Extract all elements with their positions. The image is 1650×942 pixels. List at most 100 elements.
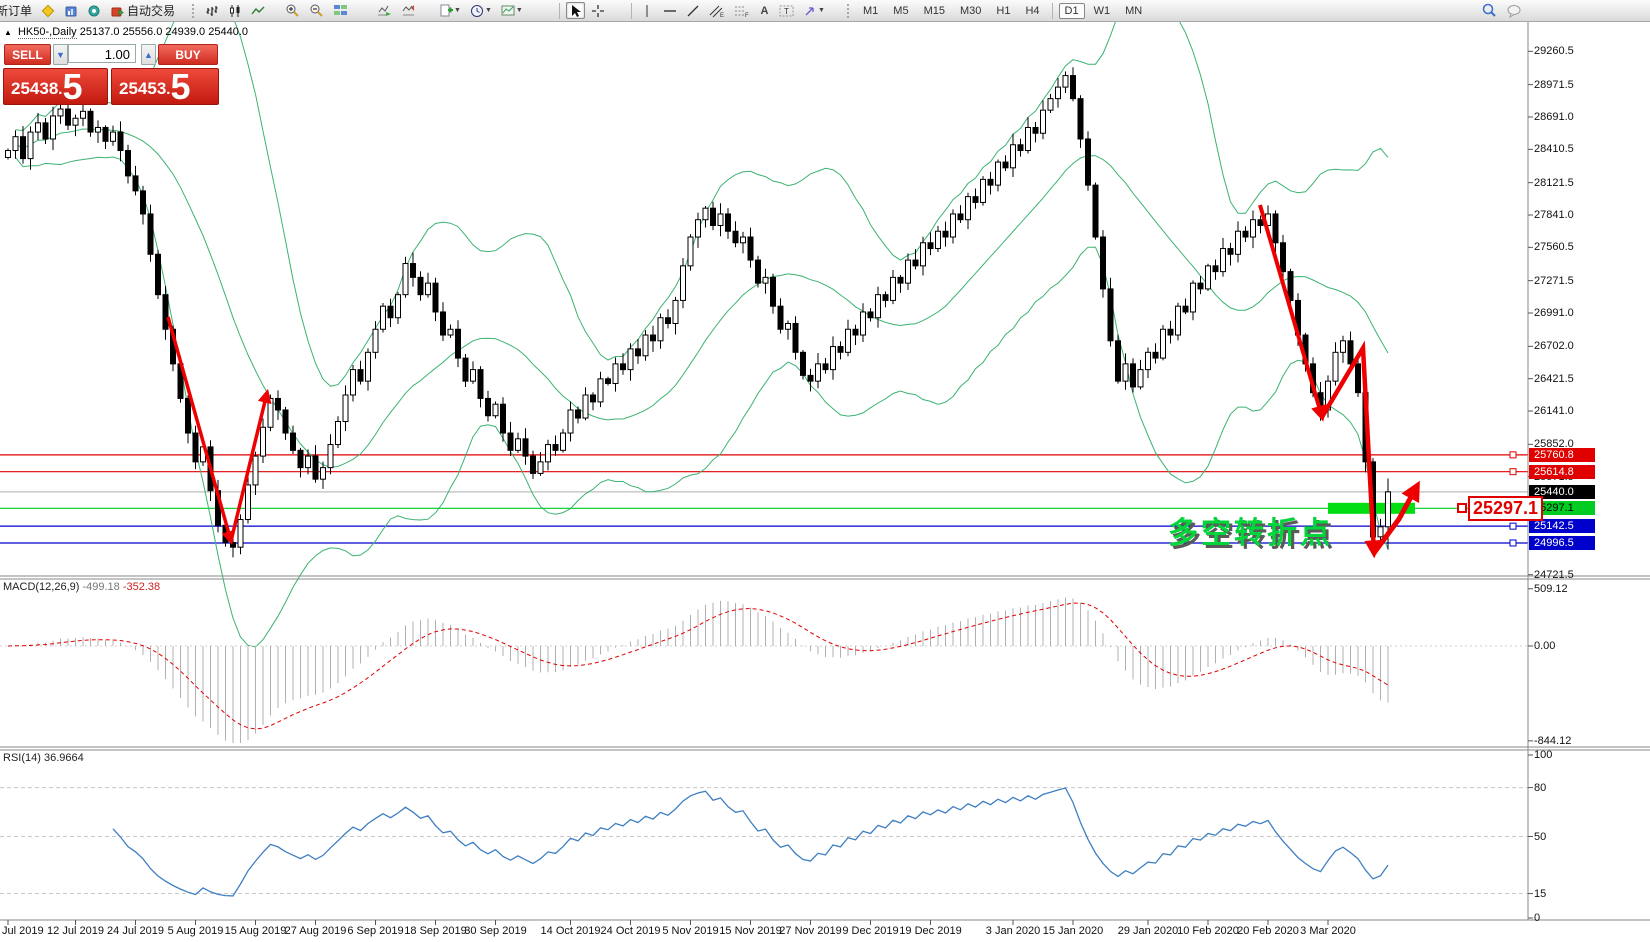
candle-body[interactable]: [162, 294, 169, 330]
candle-body[interactable]: [65, 108, 71, 126]
candle-body[interactable]: [500, 403, 506, 434]
bollinger-upper-band[interactable]: [15, 0, 1389, 387]
candle-body[interactable]: [635, 348, 641, 357]
bollinger-lower-band[interactable]: [15, 156, 1389, 648]
candle-body[interactable]: [72, 117, 79, 126]
candle-body[interactable]: [522, 438, 529, 457]
volume-increase-button[interactable]: ▲: [141, 44, 156, 65]
candle-body[interactable]: [980, 178, 986, 203]
candle-body[interactable]: [852, 328, 859, 336]
candle-body[interactable]: [395, 294, 401, 319]
candle-body[interactable]: [1062, 75, 1069, 88]
candle-body[interactable]: [785, 322, 791, 330]
candle-body[interactable]: [672, 299, 679, 324]
bollinger-middle-band[interactable]: [15, 128, 1389, 468]
candle-body[interactable]: [267, 397, 274, 428]
market-icon[interactable]: [61, 2, 81, 19]
candle-body[interactable]: [402, 263, 409, 296]
candle-body[interactable]: [1242, 230, 1249, 238]
trend-arrow[interactable]: [166, 316, 236, 546]
candle-body[interactable]: [27, 131, 34, 160]
arrows-dropdown[interactable]: ▼: [800, 2, 828, 19]
candle-body[interactable]: [80, 110, 86, 119]
candle-body[interactable]: [252, 455, 259, 486]
candle-body[interactable]: [912, 259, 919, 267]
candle-body[interactable]: [1137, 369, 1144, 388]
candle-body[interactable]: [485, 397, 491, 417]
volume-decrease-button[interactable]: ▼: [53, 44, 68, 65]
candle-body[interactable]: [687, 236, 694, 267]
candle-body[interactable]: [1355, 363, 1361, 394]
candle-body[interactable]: [1115, 340, 1121, 382]
candle-body[interactable]: [297, 449, 304, 469]
candle-body[interactable]: [882, 294, 889, 301]
buy-price-box[interactable]: 25453. 5: [111, 68, 219, 105]
candle-body[interactable]: [1100, 236, 1106, 290]
candle-body[interactable]: [290, 432, 296, 451]
candle-body[interactable]: [462, 357, 469, 382]
candle-body[interactable]: [305, 455, 311, 469]
candle-body[interactable]: [432, 282, 439, 313]
candle-body[interactable]: [425, 282, 431, 296]
candle-body[interactable]: [327, 444, 334, 469]
timeframe-button-h4[interactable]: H4: [1025, 4, 1040, 17]
candle-body[interactable]: [1227, 248, 1234, 255]
candle-body[interactable]: [237, 519, 244, 548]
candle-body[interactable]: [582, 394, 589, 419]
sell-button[interactable]: SELL: [4, 44, 51, 65]
trend-arrow[interactable]: [1320, 340, 1383, 559]
candle-body[interactable]: [260, 426, 266, 457]
candle-body[interactable]: [627, 348, 634, 371]
indicators-dropdown[interactable]: ▼: [436, 2, 464, 19]
candle-body[interactable]: [702, 207, 709, 221]
candle-body[interactable]: [95, 126, 101, 133]
candle-body[interactable]: [1017, 144, 1024, 152]
trend-arrow[interactable]: [1258, 204, 1327, 422]
candle-body[interactable]: [530, 455, 536, 474]
line-endpoint-marker[interactable]: [1509, 522, 1517, 530]
zoom-in-icon[interactable]: [282, 2, 303, 19]
toolbar-drag-handle[interactable]: [847, 3, 852, 18]
candle-body[interactable]: [372, 328, 379, 353]
candle-body[interactable]: [950, 213, 956, 238]
candlestick-chart-icon[interactable]: [225, 2, 245, 19]
candle-body[interactable]: [282, 409, 289, 434]
candle-body[interactable]: [815, 363, 821, 382]
candle-body[interactable]: [417, 276, 424, 296]
candle-body[interactable]: [740, 236, 746, 244]
candle-body[interactable]: [20, 136, 26, 160]
new-order-button[interactable]: 新订单: [0, 4, 33, 18]
candle-body[interactable]: [1377, 526, 1384, 538]
candle-body[interactable]: [387, 305, 394, 319]
candle-body[interactable]: [1130, 363, 1136, 388]
candle-body[interactable]: [665, 317, 671, 324]
candle-body[interactable]: [1332, 351, 1339, 382]
candle-body[interactable]: [860, 311, 866, 336]
line-endpoint-marker[interactable]: [1509, 451, 1517, 459]
candle-body[interactable]: [1025, 126, 1031, 152]
candle-body[interactable]: [830, 346, 836, 371]
candle-body[interactable]: [560, 432, 566, 451]
candle-body[interactable]: [987, 178, 994, 186]
candle-body[interactable]: [1175, 305, 1181, 336]
candle-body[interactable]: [357, 369, 364, 382]
candle-body[interactable]: [50, 115, 56, 140]
timeframe-button-m1[interactable]: M1: [863, 4, 879, 17]
channel-icon[interactable]: E: [706, 2, 728, 19]
candle-body[interactable]: [567, 409, 574, 434]
auto-scroll-icon[interactable]: [374, 2, 395, 19]
candle-body[interactable]: [275, 397, 281, 411]
candle-body[interactable]: [1212, 265, 1219, 273]
candle-body[interactable]: [552, 444, 559, 451]
line-endpoint-marker[interactable]: [1509, 539, 1517, 547]
candle-body[interactable]: [1287, 271, 1294, 301]
candle-body[interactable]: [147, 213, 154, 255]
candle-body[interactable]: [920, 242, 926, 267]
candle-body[interactable]: [350, 369, 356, 396]
candle-body[interactable]: [537, 461, 544, 474]
candle-body[interactable]: [1152, 351, 1159, 359]
candle-body[interactable]: [477, 369, 484, 399]
label-icon[interactable]: T: [776, 2, 797, 19]
candle-body[interactable]: [717, 213, 724, 226]
candle-body[interactable]: [380, 305, 386, 330]
